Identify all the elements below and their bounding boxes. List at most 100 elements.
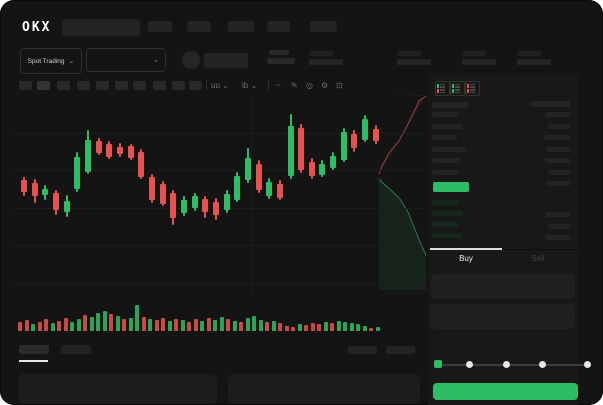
nav-item-placeholder[interactable] (310, 21, 337, 32)
tab-sell[interactable]: Sell (531, 254, 545, 263)
coin-icon (182, 51, 200, 69)
bottom-tab[interactable] (19, 345, 49, 354)
book-asks-icon[interactable] (465, 81, 480, 96)
timeframe-button[interactable] (19, 81, 32, 90)
slider-stop[interactable] (502, 360, 510, 368)
ask-price-row[interactable] (432, 135, 457, 140)
price-input[interactable] (431, 274, 575, 299)
timeframe-button[interactable] (115, 81, 128, 90)
timeframe-button[interactable] (153, 81, 166, 90)
bottom-action-placeholder[interactable] (386, 346, 415, 354)
volume-bar (336, 321, 341, 331)
bid-price-row[interactable] (432, 200, 459, 205)
bottom-tab[interactable] (61, 345, 91, 354)
timeframe-button[interactable] (96, 81, 109, 90)
volume-bar (83, 315, 87, 331)
slider-handle[interactable] (434, 360, 442, 368)
volume-bar (76, 319, 81, 331)
volume-bar (245, 318, 250, 331)
volume-bar (213, 320, 217, 331)
volume-bar (187, 322, 191, 331)
slider-stop[interactable] (583, 360, 591, 368)
toolbar-divider (206, 80, 207, 91)
volume-bar (161, 318, 165, 331)
volume-bar (154, 320, 159, 331)
ask-amount-row[interactable] (548, 169, 570, 175)
stat-value-placeholder (462, 59, 496, 65)
candlestick (21, 180, 27, 192)
volume-bar (239, 322, 243, 331)
amount-slider-track[interactable] (437, 364, 587, 366)
volume-bar (122, 319, 126, 331)
candlestick (117, 147, 123, 154)
tab-buy[interactable]: Buy (459, 254, 473, 263)
bid-amount-row[interactable] (546, 212, 570, 217)
buy-submit-button[interactable] (433, 383, 578, 400)
volume-bar (89, 317, 94, 331)
ask-amount-row[interactable] (548, 123, 570, 129)
slider-stop[interactable] (465, 360, 473, 368)
chart-gridline (14, 133, 426, 134)
search-input[interactable] (62, 19, 140, 36)
active-tab-underline (430, 248, 502, 250)
volume-bar (291, 327, 295, 331)
market-type-dropdown[interactable]: Spot Trading ⌄ (20, 48, 82, 74)
ask-amount-row[interactable] (547, 146, 570, 152)
bid-price-row[interactable] (432, 222, 458, 227)
candlestick (128, 146, 134, 158)
ask-amount-row[interactable] (545, 158, 570, 163)
bottom-action-placeholder[interactable] (348, 346, 377, 354)
timeframe-button[interactable] (133, 81, 146, 90)
market-type-label: Spot Trading (27, 57, 65, 65)
ask-price-row[interactable] (432, 146, 466, 152)
ask-price-row[interactable] (432, 169, 458, 175)
timeframe-button[interactable] (189, 81, 202, 90)
price-change-placeholder (267, 58, 295, 64)
nav-item-placeholder[interactable] (148, 21, 172, 32)
chevron-down-icon: ⌄ (68, 58, 75, 65)
ask-amount-row[interactable] (546, 181, 570, 186)
candlestick (330, 156, 336, 168)
ask-price-row[interactable] (432, 158, 460, 163)
draw-tool-icon[interactable]: ✎ (291, 81, 298, 90)
bid-amount-row[interactable] (545, 235, 570, 240)
nav-item-placeholder[interactable] (187, 21, 211, 32)
ask-price-row[interactable] (432, 123, 463, 129)
candlestick (256, 164, 262, 190)
chevron-down-icon: ⌄ (153, 57, 159, 64)
candlestick (213, 202, 219, 215)
slider-stop[interactable] (538, 360, 546, 368)
symbol-dropdown[interactable]: ⌄ (86, 48, 166, 72)
fullscreen-icon[interactable]: ⊡ (336, 81, 343, 90)
book-combined-icon[interactable] (435, 81, 450, 96)
stat-value-placeholder (309, 59, 343, 65)
ask-amount-row[interactable] (545, 112, 570, 117)
ask-price-row[interactable] (432, 112, 458, 117)
snapshot-icon[interactable]: ◎ (306, 81, 313, 90)
nav-item-placeholder[interactable] (228, 21, 254, 32)
bid-price-row[interactable] (432, 233, 461, 238)
book-bids-icon[interactable] (450, 81, 465, 96)
ask-amount-row[interactable] (544, 135, 570, 140)
bid-price-row[interactable] (432, 211, 463, 216)
book-icon-row (467, 86, 478, 89)
timeframe-button[interactable] (172, 81, 185, 90)
bid-amount-row[interactable] (548, 223, 570, 229)
line-tool-icon[interactable]: ~ (276, 81, 281, 90)
volume-bar (109, 314, 113, 331)
volume-bar (232, 321, 237, 331)
candlestick (170, 193, 176, 218)
chart-type-icon[interactable]: uu ⌄ (211, 81, 229, 90)
candlestick (319, 164, 325, 175)
nav-item-placeholder[interactable] (267, 21, 290, 32)
timeframe-button[interactable] (37, 81, 50, 90)
pair-name-placeholder (204, 53, 248, 68)
chart-gridline (14, 283, 426, 284)
indicators-icon[interactable]: lb ⌄ (242, 81, 258, 90)
settings-icon[interactable]: ⚙ (321, 81, 329, 90)
candlestick (138, 152, 144, 177)
timeframe-button[interactable] (77, 81, 90, 90)
timeframe-button[interactable] (57, 81, 70, 90)
amount-input[interactable] (431, 304, 575, 329)
